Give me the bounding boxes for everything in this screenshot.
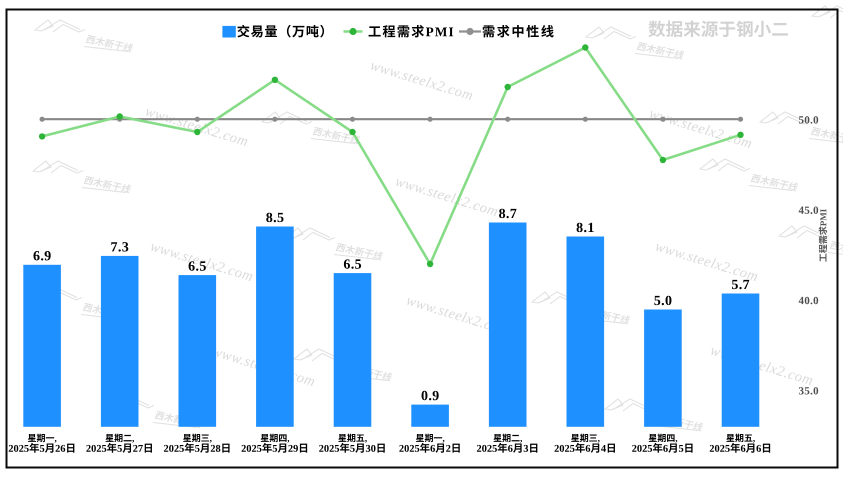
svg-text:www.steelx2.com: www.steelx2.com xyxy=(368,58,475,105)
svg-text:www.steelx2.com: www.steelx2.com xyxy=(393,174,500,221)
svg-text:www.steelx2.com: www.steelx2.com xyxy=(653,239,760,286)
svg-text:www.steelx2.com: www.steelx2.com xyxy=(647,106,754,153)
svg-text:www.steelx2.com: www.steelx2.com xyxy=(143,104,250,151)
